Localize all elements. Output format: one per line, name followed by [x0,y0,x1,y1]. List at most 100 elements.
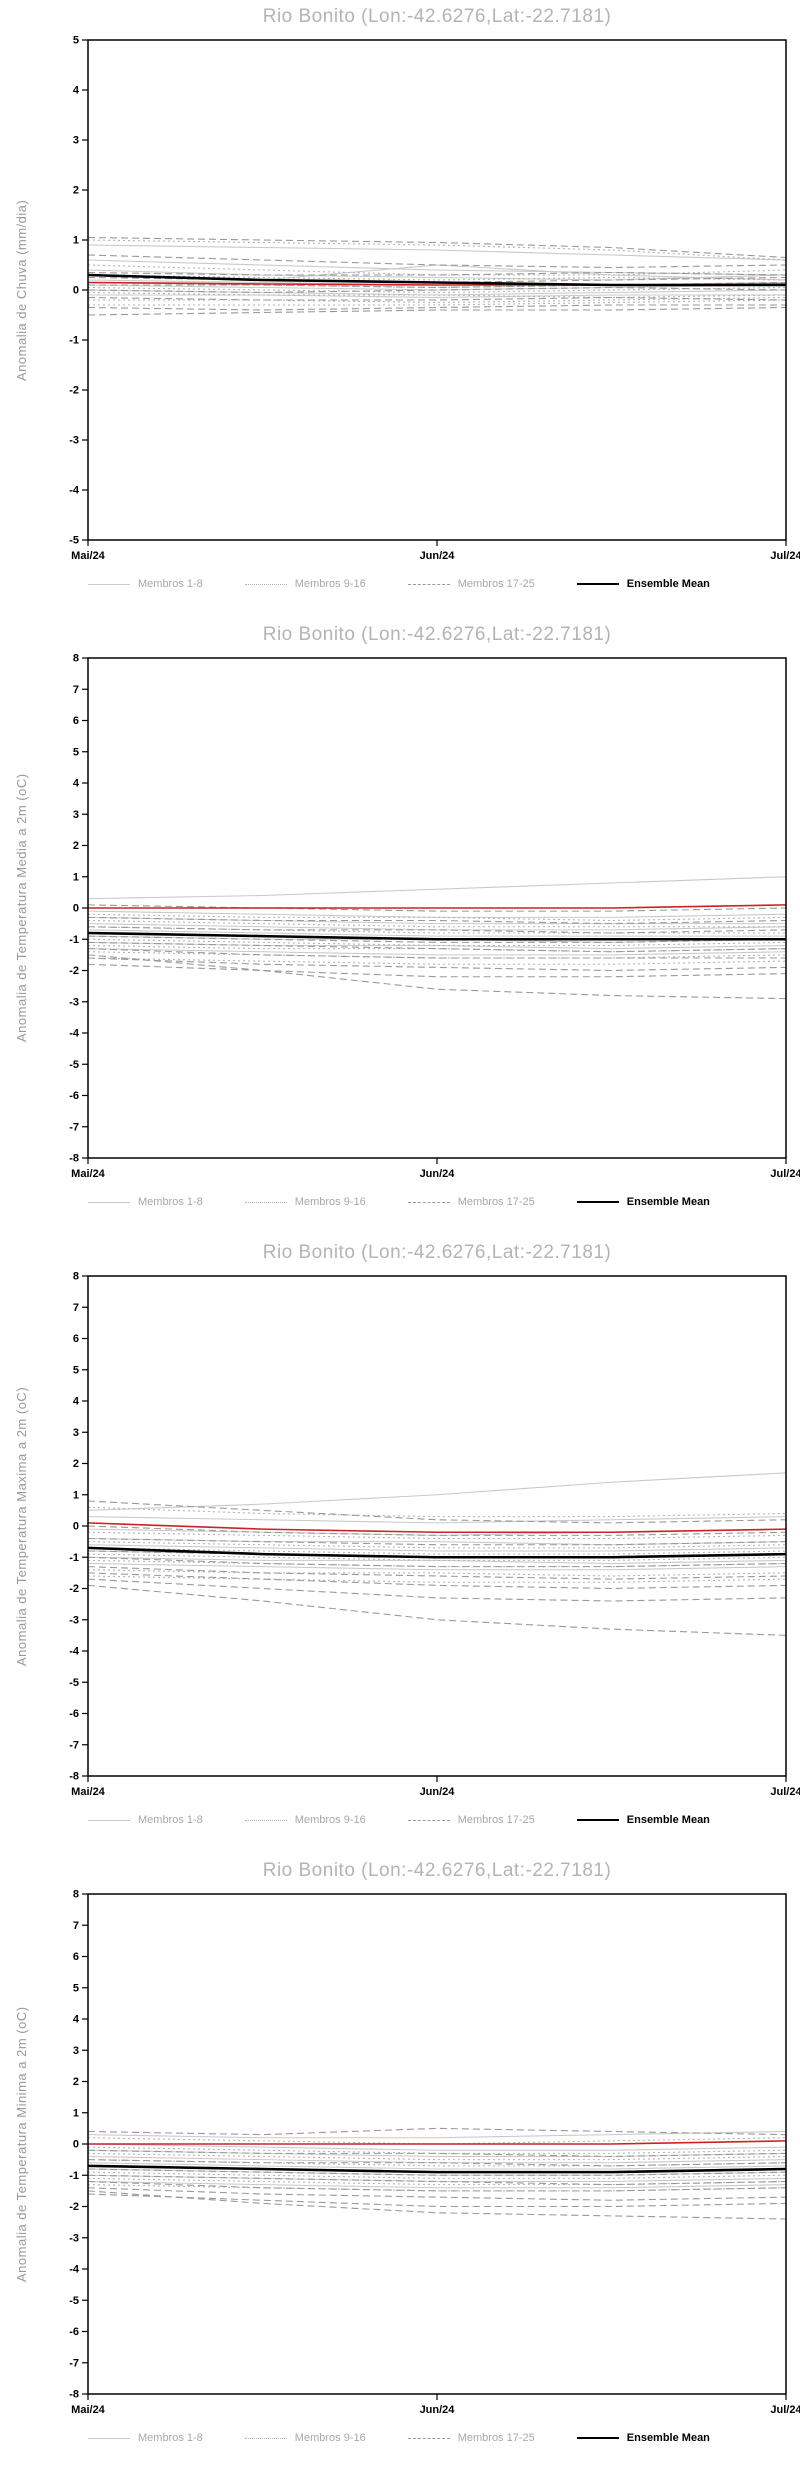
y-tick-label: -1 [69,1552,79,1564]
series-membros-1-8 [87,2155,787,2164]
y-tick-label: 0 [73,1521,79,1533]
series-membros-9-16 [87,938,787,947]
series-membros-1-8 [87,948,787,956]
series-membros-1-8 [87,1556,787,1565]
legend: Membros 1-8 Membros 9-16 Membros 17-25 E… [88,578,790,590]
series-membros-1-8 [87,289,787,296]
legend-label: Membros 17-25 [457,1196,535,1208]
series-membros-17-25 [87,904,787,912]
legend-label: Membros 9-16 [294,1814,366,1826]
y-tick-label: 4 [73,1396,80,1408]
y-tick-label: -2 [69,965,79,977]
y-tick-label: -7 [69,1121,79,1133]
chart-title: Rio Bonito (Lon:-42.6276,Lat:-22.7181) [262,1860,612,1881]
series-membros-9-16 [87,239,787,261]
series-membros-17-25 [87,1500,787,1524]
x-tick-label: Mai/24 [71,2404,106,2416]
y-tick-label: 4 [73,2014,80,2026]
y-tick-label: 5 [73,1364,79,1376]
x-tick-label: Jun/24 [420,1168,456,1180]
series-membros-17-25 [87,948,786,959]
legend-label: Membros 1-8 [138,1196,203,1208]
series-membros-17-25 [87,304,786,311]
series-membros-17-25 [87,1578,787,1602]
y-tick-label: -3 [69,1614,79,1626]
y-tick-label: -6 [69,2326,79,2338]
series-membros-9-16 [87,2137,787,2145]
series-membros-9-16 [87,913,787,922]
series-membros-1-8 [88,294,786,299]
series-membros-1-8 [87,2174,787,2183]
series-membros-17-25 [87,954,787,1000]
series-membros-9-16 [87,2152,787,2161]
series-membros-1-8 [87,2149,787,2158]
series-membros-9-16 [87,2177,787,2186]
legend: Membros 1-8 Membros 9-16 Membros 17-25 E… [88,2432,790,2444]
y-tick-label: -3 [69,435,79,447]
series-membros-17-25 [88,281,787,289]
legend-label: Membros 1-8 [138,1814,203,1826]
series-membros-9-16 [87,1506,787,1518]
series-membros-9-16 [87,286,787,294]
y-tick-label: 3 [73,1427,79,1439]
y-tick-label: -7 [69,1739,79,1751]
legend-label: Membros 1-8 [138,578,203,590]
series-membros-1-8 [87,1537,787,1546]
y-tick-label: 5 [73,746,79,758]
membros-1-8-line-icon [88,2437,130,2439]
x-tick-label: Jun/24 [420,550,456,562]
y-tick-label: 1 [73,235,79,247]
series-membros-17-25 [87,1572,787,1590]
series-membros-17-25 [87,957,787,972]
y-tick-label: 3 [73,2045,79,2057]
y-tick-label: -1 [69,934,79,946]
y-tick-label: 8 [73,1271,79,1283]
series-membros-17-25 [87,935,787,943]
legend-entry-membros-17-25: Membros 17-25 [407,2432,535,2444]
chart-title: Rio Bonito (Lon:-42.6276,Lat:-22.7181) [262,624,612,645]
series-membros-17-25 [87,286,787,294]
legend-entry-membros-1-8: Membros 1-8 [88,578,203,590]
membros-9-16-line-icon [244,1201,287,1203]
y-tick-label: -5 [69,1677,79,1689]
x-tick-label: Jun/24 [420,2404,456,2416]
y-tick-label: -1 [69,335,79,347]
legend-label: Membros 17-25 [457,1814,535,1826]
chart-block-temp-minima: Rio Bonito (Lon:-42.6276,Lat:-22.7181) A… [0,1854,800,2472]
ensemble-mean-line-icon [576,1201,619,1203]
series-red-line [88,2140,787,2145]
y-tick-label: 0 [73,285,79,297]
series-membros-17-25 [87,254,787,269]
ensemble-mean-line-icon [576,583,619,585]
series-membros-1-8 [87,929,786,937]
series-membros-1-8 [87,876,787,900]
legend: Membros 1-8 Membros 9-16 Membros 17-25 E… [88,1814,790,1826]
y-tick-label: -4 [69,485,80,497]
series-membros-9-16 [87,957,787,965]
y-tick-label: 2 [73,2076,79,2088]
y-tick-label: 1 [73,1489,79,1501]
legend-entry-membros-17-25: Membros 17-25 [407,1196,535,1208]
series-membros-1-8 [87,2162,787,2170]
series-membros-1-8 [87,244,787,261]
legend-label: Membros 17-25 [457,578,535,590]
x-tick-label: Mai/24 [71,1786,106,1798]
series-ensemble-mean [87,931,786,941]
y-tick-label: 3 [73,135,79,147]
chart-title: Rio Bonito (Lon:-42.6276,Lat:-22.7181) [262,6,612,27]
series-membros-17-25 [87,2193,787,2208]
chart-block-temp-maxima: Rio Bonito (Lon:-42.6276,Lat:-22.7181) A… [0,1236,800,1854]
plot-border [87,657,787,1159]
series-red-line [87,1522,787,1534]
y-tick-label: 5 [73,35,79,47]
series-ensemble-mean [87,273,786,287]
series-membros-9-16 [87,291,787,299]
y-tick-label: -7 [69,2357,79,2369]
y-tick-label: -2 [69,1583,79,1595]
y-tick-label: -6 [69,1090,79,1102]
legend-entry-membros-9-16: Membros 9-16 [244,1814,366,1826]
series-membros-17-25 [87,1525,787,1536]
ensemble-mean-line-icon [576,2437,619,2439]
legend-entry-membros-9-16: Membros 9-16 [244,578,366,590]
y-tick-label: 6 [73,715,79,727]
